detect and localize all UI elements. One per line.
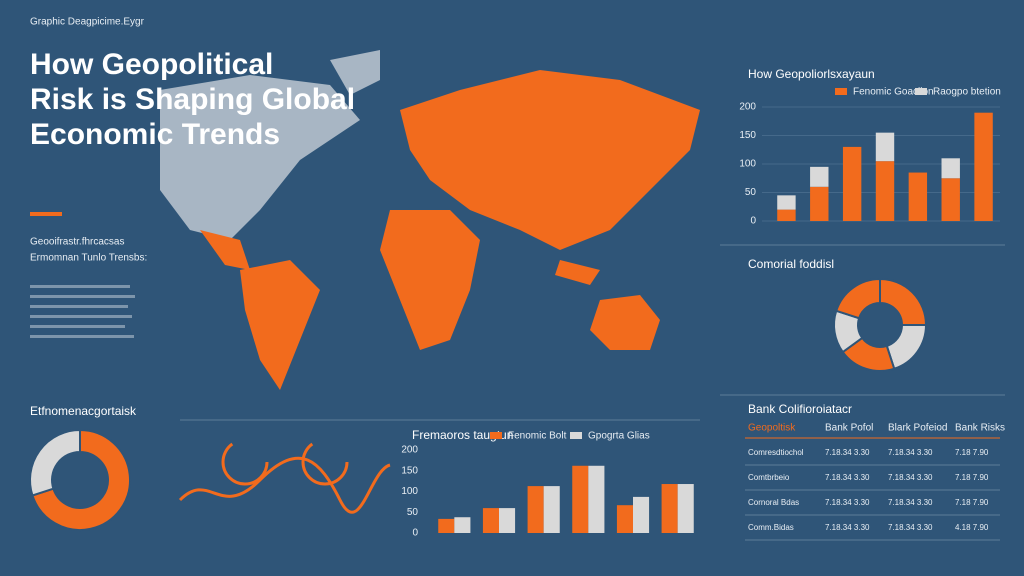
- wave: [178, 456, 391, 514]
- donut-segment: [29, 428, 81, 497]
- bar: [499, 508, 516, 533]
- table-cell: 4.18 7.90: [955, 523, 989, 532]
- table-cell: 7.18.34 3.30: [825, 473, 870, 482]
- table-cell: 7.18.34 3.30: [888, 523, 933, 532]
- y-tick-label: 50: [407, 507, 419, 518]
- table-cell: Comtbrbeio: [748, 473, 790, 482]
- bar: [875, 132, 895, 162]
- bar: [974, 112, 993, 221]
- bar: [842, 146, 862, 221]
- donut-segment: [31, 428, 131, 531]
- legend-swatch: [570, 432, 582, 439]
- title: Risk is Shaping Global: [30, 83, 355, 116]
- table-title: Bank Colifioroiatacr: [748, 402, 852, 416]
- bar: [661, 484, 678, 533]
- bar: [616, 505, 633, 533]
- bar: [941, 178, 960, 221]
- table-cell: Cornoral Bdas: [748, 498, 799, 507]
- table-header: Blark Pofeiod: [888, 423, 947, 434]
- table-header: Geopoltisk: [748, 423, 796, 434]
- table-header: Bank Pofol: [825, 423, 873, 434]
- ring: [301, 438, 349, 486]
- bar: [588, 465, 605, 533]
- bar: [810, 166, 829, 187]
- subtitle: Geooifrastr.fhrcacsas: [30, 237, 124, 248]
- bar: [482, 508, 499, 533]
- greenland: [330, 50, 380, 95]
- paragraph: [30, 285, 135, 338]
- y-tick-label: 100: [739, 159, 756, 170]
- bar: [633, 496, 650, 533]
- table-cell: 7.18 7.90: [955, 473, 989, 482]
- table-cell: Comm.Bidas: [748, 523, 794, 532]
- bar: [777, 195, 796, 210]
- table-cell: 7.18 7.90: [955, 498, 989, 507]
- bar: [527, 486, 544, 533]
- legend-swatch: [490, 432, 502, 439]
- chart-title: Fremaoros taugtun: [412, 428, 513, 442]
- donut-segment: [879, 277, 928, 326]
- bar: [572, 465, 589, 533]
- title: How Geopolitical: [30, 48, 273, 81]
- australia: [590, 295, 660, 350]
- bar: [875, 161, 895, 221]
- bar: [810, 186, 829, 221]
- legend-label: Fenomic Goaciion: [853, 87, 934, 98]
- table-cell: 7.18.34 3.30: [888, 448, 933, 457]
- y-tick-label: 150: [401, 465, 418, 476]
- table-cell: 7.18.34 3.30: [888, 473, 933, 482]
- legend-swatch: [835, 88, 847, 95]
- north-america: [160, 75, 360, 240]
- table-cell: 7.18.34 3.30: [825, 448, 870, 457]
- chart-title: Comorial foddisl: [748, 257, 834, 271]
- ring: [221, 438, 269, 486]
- bar: [941, 158, 960, 179]
- legend-label: Gpogrta Glias: [588, 431, 650, 442]
- table-cell: 7.18 7.90: [955, 448, 989, 457]
- donut-segment: [834, 277, 881, 320]
- bar: [454, 517, 471, 533]
- table-cell: 7.18.34 3.30: [888, 498, 933, 507]
- y-tick-label: 100: [401, 486, 418, 497]
- subtitle: Ermomnan Tunlo Trensbs:: [30, 253, 147, 264]
- legend-swatch: [915, 88, 927, 95]
- chart-title: How Geopoliorlsxayaun: [748, 67, 875, 81]
- bar: [777, 209, 796, 221]
- south-america: [240, 260, 320, 390]
- y-tick-label: 150: [739, 130, 756, 141]
- bar: [438, 518, 455, 533]
- eurasia: [400, 70, 700, 250]
- table-cell: 7.18.34 3.30: [825, 498, 870, 507]
- y-tick-label: 200: [401, 445, 418, 456]
- brand: Graphic Deagpicime.Eygr: [30, 17, 145, 28]
- chart-title: Etfnomenacgortaisk: [30, 404, 137, 418]
- table-cell: Comresdtiochol: [748, 448, 804, 457]
- legend-label: Raogpo btetion: [933, 87, 1001, 98]
- central-america: [200, 230, 250, 270]
- y-tick-label: 0: [412, 528, 418, 539]
- y-tick-label: 50: [745, 187, 757, 198]
- y-tick-label: 200: [739, 102, 756, 113]
- table-header: Bank Risks: [955, 423, 1005, 434]
- table-cell: 7.18.34 3.30: [825, 523, 870, 532]
- legend-label: Fenomic Bolt: [508, 431, 567, 442]
- world-map: [160, 50, 700, 390]
- accent: [30, 212, 62, 216]
- bar: [677, 484, 694, 533]
- bar: [908, 172, 928, 221]
- y-tick-label: 0: [750, 216, 756, 227]
- title: Economic Trends: [30, 118, 280, 151]
- bar: [543, 486, 560, 533]
- indonesia: [555, 260, 600, 285]
- africa: [380, 210, 480, 350]
